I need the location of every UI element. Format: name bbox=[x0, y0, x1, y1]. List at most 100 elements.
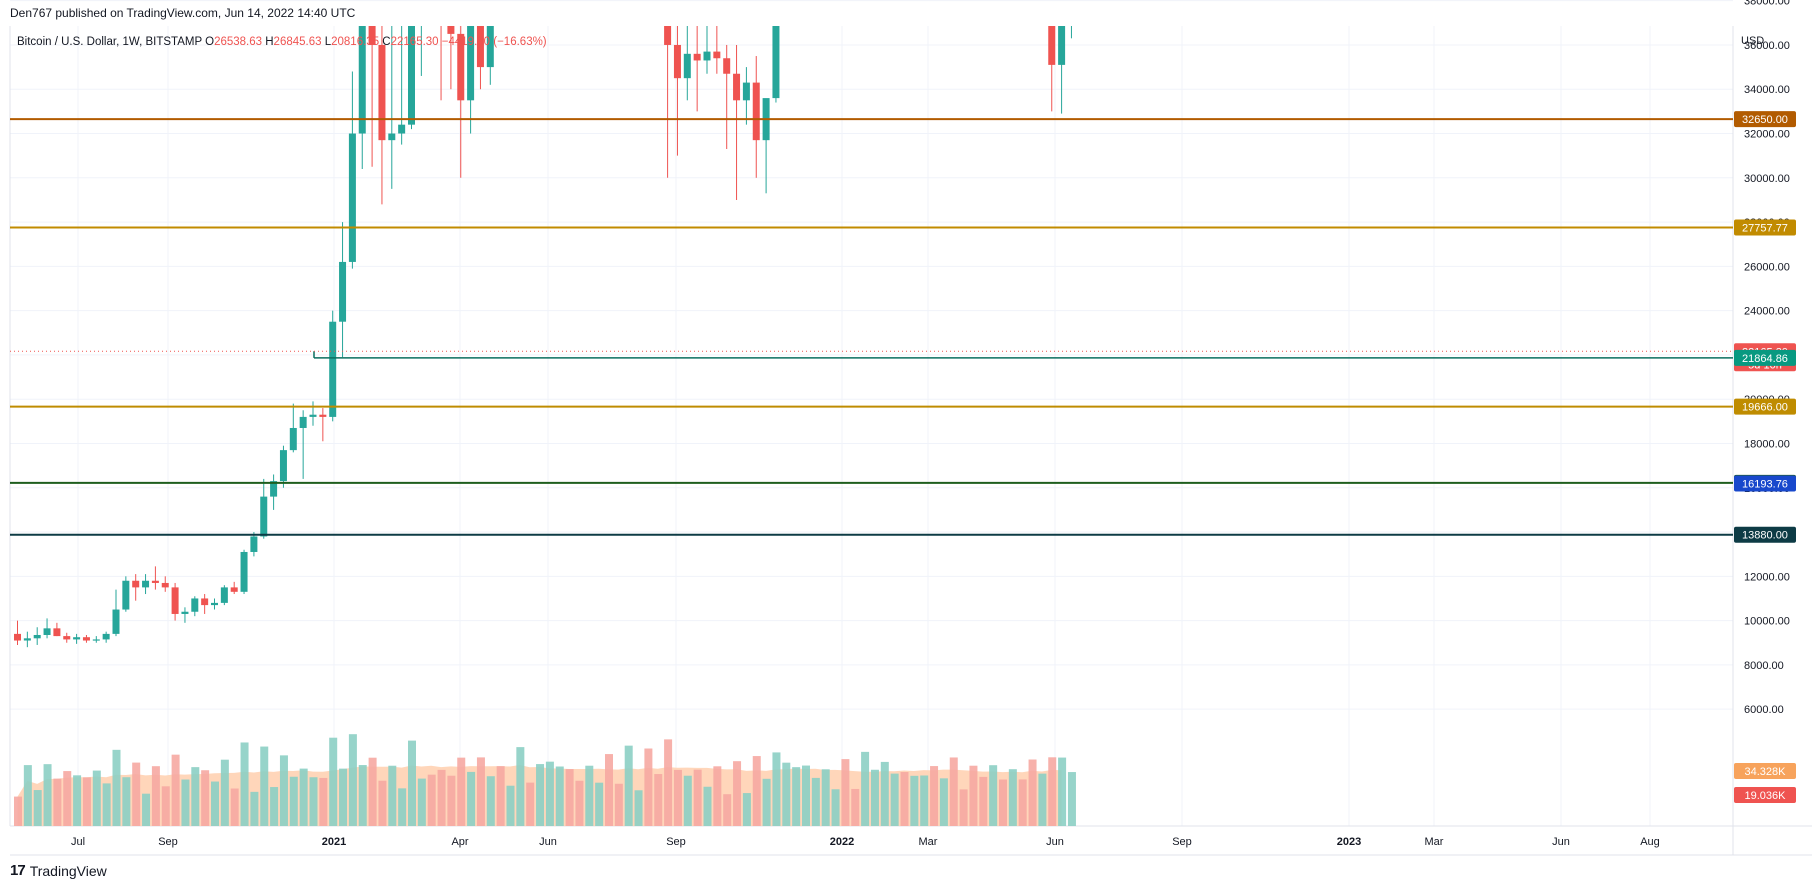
price-tick-label: 12000.00 bbox=[1744, 571, 1790, 583]
volume-bar bbox=[1038, 773, 1047, 826]
candle-body bbox=[142, 580, 150, 588]
price-tag: 21864.86 bbox=[1742, 353, 1788, 365]
volume-bar bbox=[624, 745, 633, 826]
candle-body bbox=[378, 44, 386, 141]
level-tag-bg bbox=[1734, 526, 1796, 543]
level-tag: 19666.00 bbox=[1742, 402, 1788, 414]
volume-bar bbox=[279, 755, 288, 826]
candle-body bbox=[673, 44, 681, 79]
volume-tag-bg bbox=[1734, 787, 1796, 803]
volume-bar bbox=[841, 759, 850, 826]
time-tick-label: Jun bbox=[539, 836, 557, 848]
tradingview-logo[interactable]: 17 TradingView bbox=[10, 862, 107, 879]
volume-bar bbox=[870, 769, 879, 826]
candle-body bbox=[171, 587, 179, 614]
volume-bar bbox=[506, 785, 515, 826]
volume-bar bbox=[1067, 772, 1076, 826]
volume-bar bbox=[191, 767, 200, 826]
volume-bar bbox=[437, 769, 446, 826]
candle-body bbox=[664, 26, 672, 45]
volume-bar bbox=[703, 786, 712, 826]
level-tag-bg bbox=[1734, 398, 1796, 415]
price-tag: 16193.76 bbox=[1742, 478, 1788, 490]
volume-bar bbox=[1008, 769, 1017, 826]
candle-body bbox=[122, 580, 130, 610]
volume-tag: 34.328K bbox=[1745, 766, 1787, 778]
volume-bar bbox=[319, 777, 328, 826]
volume-bar bbox=[585, 765, 594, 826]
legend-high: 26845.63 bbox=[274, 36, 325, 48]
volume-bar bbox=[802, 765, 810, 826]
volume-tag: 19.036K bbox=[1745, 790, 1787, 802]
volume-bar bbox=[752, 756, 761, 826]
volume-bar bbox=[733, 761, 742, 826]
volume-bar bbox=[299, 768, 308, 826]
time-tick-label: Mar bbox=[919, 836, 938, 848]
level-tag-bg bbox=[1734, 111, 1796, 128]
volume-bar bbox=[516, 747, 525, 826]
price-tick-label: 26000.00 bbox=[1744, 261, 1790, 273]
volume-bar bbox=[910, 775, 919, 826]
volume-bar bbox=[220, 759, 229, 826]
volume-bar bbox=[979, 776, 988, 826]
volume-bar bbox=[171, 754, 180, 826]
time-tick-label: 2023 bbox=[1337, 836, 1361, 848]
legend-change: −4419.80 (−16.63%) bbox=[442, 36, 547, 48]
volume-bar bbox=[654, 774, 663, 826]
volume-bar bbox=[329, 737, 338, 826]
price-tick-label: 18000.00 bbox=[1744, 438, 1790, 450]
candle-body bbox=[398, 124, 406, 134]
candle-body bbox=[772, 26, 780, 99]
volume-bar bbox=[693, 769, 702, 826]
candle-body bbox=[368, 26, 376, 45]
currency-label: USD bbox=[1741, 35, 1764, 47]
candle-body bbox=[408, 26, 415, 125]
candle-body bbox=[151, 580, 159, 583]
volume-bar bbox=[605, 754, 613, 826]
candle-body bbox=[181, 611, 189, 614]
candle-body bbox=[329, 321, 337, 417]
time-tick-label: Sep bbox=[666, 836, 686, 848]
candle-body bbox=[53, 628, 61, 637]
volume-bar bbox=[63, 771, 72, 826]
volume-bar bbox=[536, 764, 545, 826]
candle-body bbox=[161, 582, 169, 588]
time-tick-label: 2021 bbox=[322, 836, 346, 848]
candle-body bbox=[447, 26, 455, 34]
candle-body bbox=[476, 26, 484, 68]
legend-close: 22165.30 bbox=[391, 36, 442, 48]
legend-low-label: L bbox=[325, 36, 332, 48]
volume-bar bbox=[201, 770, 210, 826]
legend-high-label: H bbox=[265, 36, 273, 48]
price-tick-label: 6000.00 bbox=[1744, 704, 1784, 716]
legend-symbol: Bitcoin / U.S. Dollar, 1W, BITSTAMP bbox=[17, 36, 205, 48]
candle-body bbox=[348, 133, 356, 262]
volume-bar bbox=[831, 789, 840, 826]
candle-body bbox=[201, 598, 209, 606]
candle-body bbox=[92, 639, 100, 641]
legend-open: 26538.63 bbox=[214, 36, 265, 48]
candle-body bbox=[742, 82, 750, 101]
candle-body bbox=[1048, 26, 1056, 65]
volume-bar bbox=[408, 740, 416, 826]
candle-body bbox=[73, 637, 81, 640]
volume-bar bbox=[447, 775, 456, 826]
volume-bar bbox=[132, 762, 141, 826]
volume-bar bbox=[683, 775, 692, 826]
candle-body bbox=[339, 261, 347, 322]
candle-body bbox=[457, 33, 465, 101]
volume-bar bbox=[664, 739, 673, 826]
volume-bar bbox=[339, 768, 348, 826]
level-tag: 27757.77 bbox=[1742, 222, 1788, 234]
volume-bar bbox=[545, 761, 554, 826]
candle-body bbox=[388, 133, 396, 141]
candle-body bbox=[82, 637, 90, 641]
legend-open-label: O bbox=[205, 36, 214, 48]
legend-low: 20816.35 bbox=[331, 36, 382, 48]
volume-bar bbox=[476, 757, 485, 826]
volume-bar bbox=[742, 793, 751, 826]
volume-bar bbox=[427, 774, 436, 826]
